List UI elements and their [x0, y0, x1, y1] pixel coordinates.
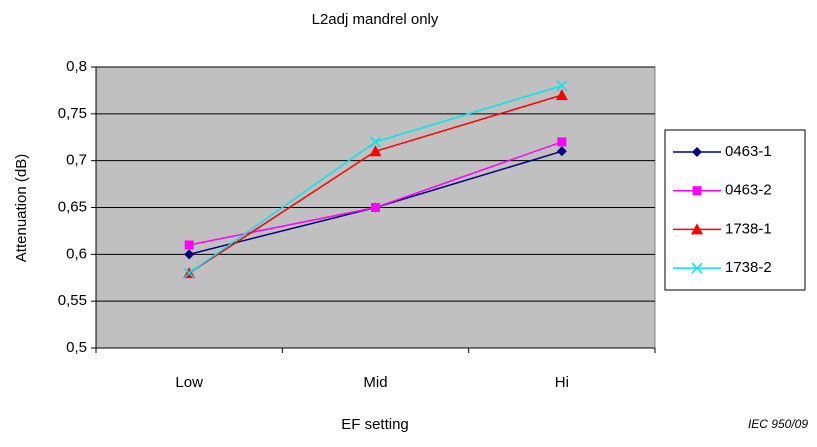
marker — [369, 145, 382, 157]
y-axis-label: Attenuation (dB) — [13, 154, 30, 262]
y-tick-label: 0,5 — [66, 339, 87, 356]
legend-label: 0463-1 — [725, 143, 772, 160]
y-tick-label: 0,6 — [66, 245, 87, 262]
legend — [664, 129, 806, 291]
y-tick-label: 0,65 — [58, 198, 87, 215]
y-tick-label: 0,7 — [66, 152, 87, 169]
y-tick-label: 0,55 — [58, 292, 87, 309]
legend-label: 1738-1 — [725, 220, 772, 237]
figure-note: IEC 950/09 — [748, 417, 808, 431]
x-tick-label: Low — [175, 374, 203, 391]
marker — [556, 146, 567, 157]
marker — [371, 203, 380, 212]
legend-label: 0463-2 — [725, 182, 772, 199]
marker — [369, 136, 382, 148]
marker — [556, 80, 568, 92]
marker — [184, 249, 195, 260]
legend-label: 1738-2 — [725, 259, 772, 276]
marker — [183, 267, 195, 279]
x-axis-label: EF setting — [341, 416, 409, 433]
legend-marker — [691, 262, 703, 274]
legend-marker — [692, 186, 702, 196]
legend-marker — [692, 147, 702, 157]
marker — [557, 137, 567, 147]
chart-title: L2adj mandrel only — [312, 11, 439, 28]
marker — [184, 240, 194, 250]
x-tick-label: Mid — [363, 374, 387, 391]
y-tick-label: 0,75 — [58, 105, 87, 122]
x-tick-label: Hi — [555, 374, 569, 391]
y-tick-label: 0,8 — [66, 58, 87, 75]
marker — [555, 89, 568, 101]
legend-marker — [691, 223, 703, 235]
